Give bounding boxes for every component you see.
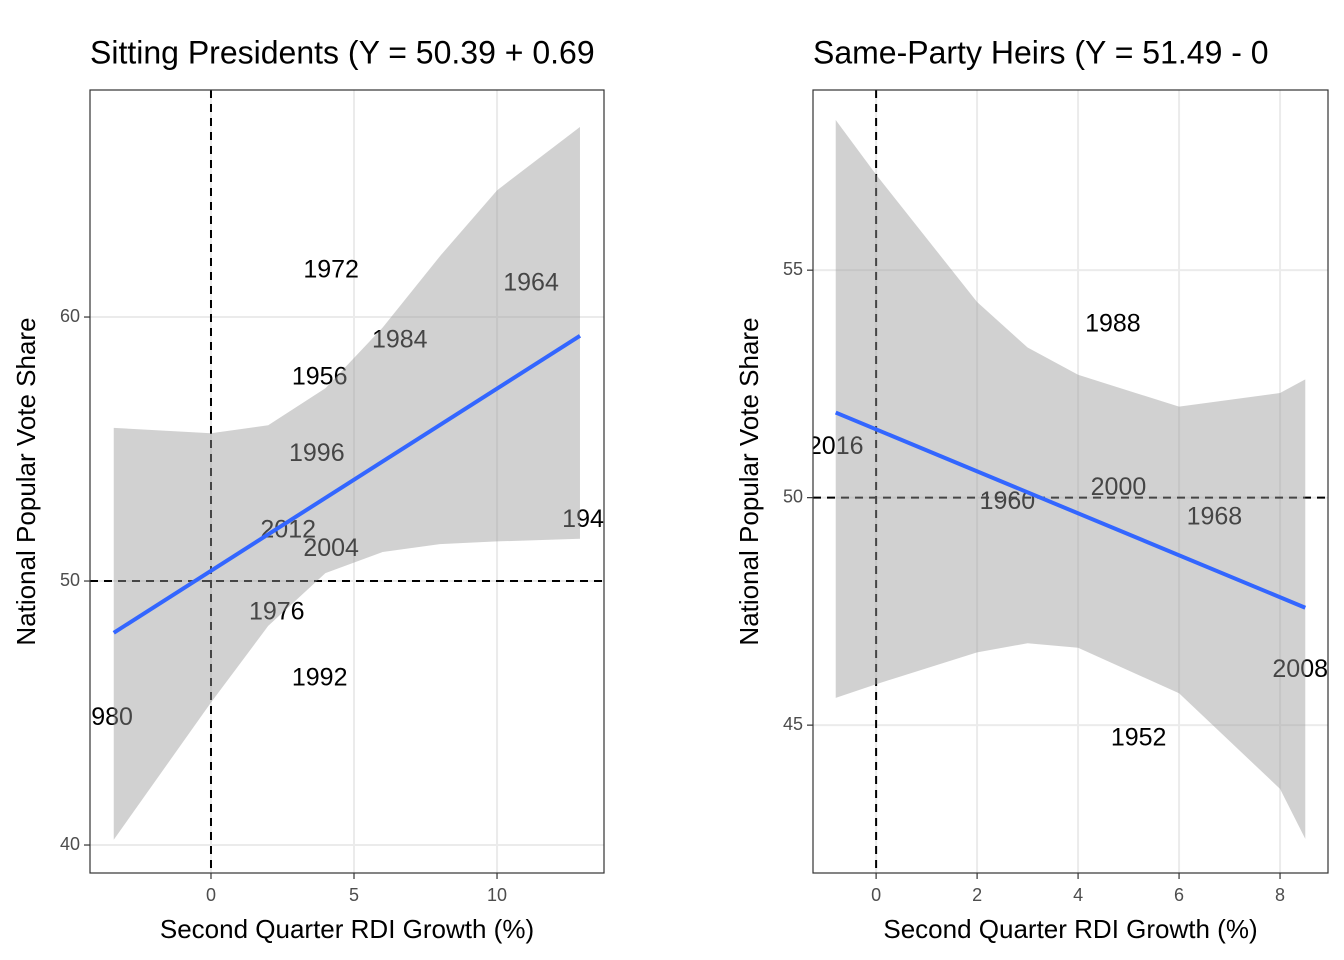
point-label: 2000 [1091, 473, 1147, 501]
point-label: 1976 [249, 597, 305, 625]
y-tick-label: 55 [783, 259, 803, 279]
y-axis-title: National Popular Vote Share [11, 317, 41, 645]
fit-line [112, 334, 582, 635]
point-label: 2016 [808, 432, 864, 460]
point-label: 1968 [1187, 502, 1243, 530]
point-label: 1984 [372, 325, 428, 353]
panel: Sitting Presidents (Y = 50.39 + 0.69 1972… [11, 34, 618, 944]
chart-title: Sitting Presidents (Y = 50.39 + 0.69 [90, 34, 595, 70]
plot-border [89, 89, 605, 874]
point-label: 2004 [303, 534, 359, 562]
y-tick-label: 45 [783, 714, 803, 734]
point-label: 2008 [1272, 655, 1328, 683]
x-tick-label: 10 [487, 885, 507, 905]
y-tick-label: 50 [60, 570, 80, 590]
plot-background [813, 90, 1328, 873]
chart-title: Same-Party Heirs (Y = 51.49 - 0 [813, 34, 1269, 70]
panel: Same-Party Heirs (Y = 51.49 - 0 1988 2016 2… [734, 34, 1329, 944]
x-tick-label: 4 [1073, 885, 1083, 905]
fit-line [834, 410, 1307, 610]
x-axis-title: Second Quarter RDI Growth (%) [160, 914, 534, 944]
point-label: 1952 [1111, 723, 1167, 751]
plot-area: 1972 196419841956199619482012200419761992… [77, 90, 618, 873]
x-tick-label: 8 [1275, 885, 1285, 905]
point-label: 1948 [562, 505, 618, 533]
x-tick-label: 0 [871, 885, 881, 905]
x-tick-label: 2 [972, 885, 982, 905]
confidence-band [835, 120, 1306, 839]
point-label: 1964 [503, 269, 559, 297]
x-axis-title: Second Quarter RDI Growth (%) [883, 914, 1257, 944]
point-label: 1956 [292, 362, 348, 390]
plot-border [812, 89, 1329, 874]
y-tick-label: 50 [783, 486, 803, 506]
y-axis-title: National Popular Vote Share [734, 317, 764, 645]
point-label: 1992 [292, 663, 348, 691]
point-label: 1980 [77, 703, 133, 731]
point-label: 1972 [303, 256, 359, 284]
y-tick-label: 40 [60, 834, 80, 854]
x-tick-label: 6 [1174, 885, 1184, 905]
y-tick-label: 60 [60, 306, 80, 326]
x-tick-label: 0 [206, 885, 216, 905]
point-label: 1988 [1085, 309, 1141, 337]
plot-background [90, 90, 604, 873]
x-tick-label: 5 [349, 885, 359, 905]
point-label: 1996 [289, 439, 345, 467]
